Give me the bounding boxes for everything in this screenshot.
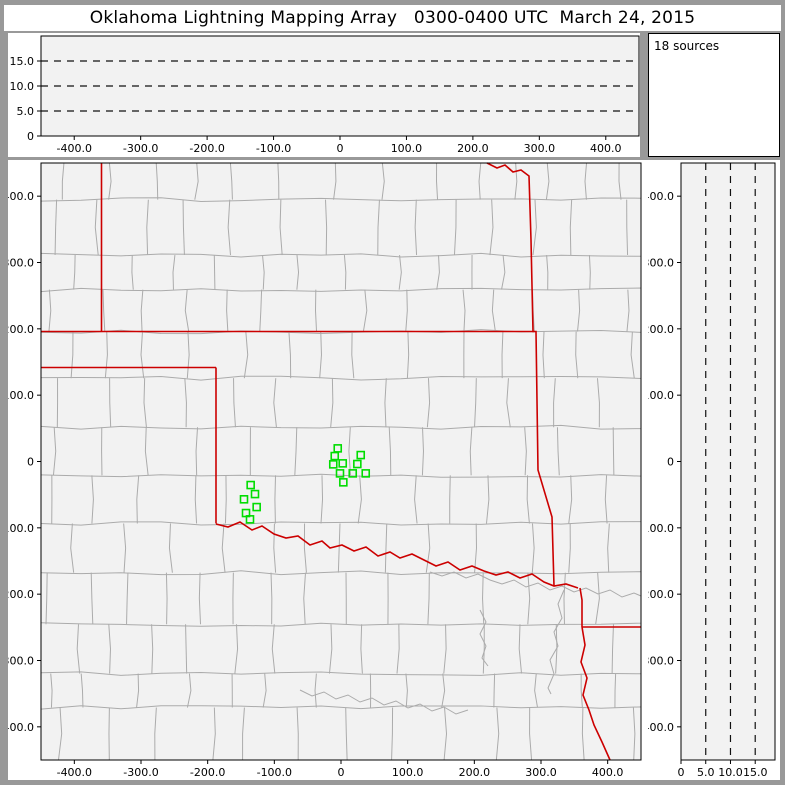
river-lines — [299, 571, 642, 715]
plan-view-map-panel: -400.0 -300.0 -200.0 -100.0 0 100.0 200.0 300.0… — [8, 160, 648, 780]
svg-text:0: 0 — [678, 766, 685, 779]
svg-text:-100.0: -100.0 — [8, 522, 34, 535]
altitude-ns-plot: 0 5.010.015.0 400.0 300.0 200.0 100.0 0 -100.0 -… — [648, 162, 776, 779]
plot-area — [681, 163, 775, 760]
lightning-source-marker — [245, 515, 255, 524]
lightning-source-marker — [328, 460, 338, 469]
svg-text:100.0: 100.0 — [391, 142, 423, 155]
svg-text:-300.0: -300.0 — [123, 766, 158, 779]
svg-text:-100.0: -100.0 — [648, 522, 674, 535]
altitude-dashed-gridlines — [41, 60, 639, 112]
svg-text:0: 0 — [338, 766, 345, 779]
lightning-source-marker — [239, 495, 249, 504]
svg-text:15.0: 15.0 — [743, 766, 768, 779]
svg-text:200.0: 200.0 — [457, 142, 489, 155]
svg-text:0: 0 — [337, 142, 344, 155]
svg-text:5.0: 5.0 — [697, 766, 715, 779]
svg-text:400.0: 400.0 — [592, 766, 624, 779]
svg-text:400.0: 400.0 — [8, 190, 34, 203]
lightning-source-marker — [356, 450, 366, 460]
svg-text:-200.0: -200.0 — [189, 142, 224, 155]
sources-count-panel: 18 sources — [648, 33, 780, 157]
page-title: Oklahoma Lightning Mapping Array 0300-04… — [89, 8, 696, 28]
sources-count-label: 18 sources — [654, 39, 720, 53]
svg-text:0: 0 — [27, 456, 34, 469]
svg-text:-300.0: -300.0 — [8, 655, 34, 668]
svg-text:300.0: 300.0 — [525, 766, 557, 779]
lightning-source-marker — [361, 469, 371, 478]
svg-text:-200.0: -200.0 — [648, 588, 674, 601]
svg-text:-300.0: -300.0 — [648, 655, 674, 668]
plot-area — [41, 163, 641, 760]
svg-text:-200.0: -200.0 — [190, 766, 225, 779]
state-borders — [41, 162, 641, 761]
svg-text:5.0: 5.0 — [17, 105, 35, 118]
svg-text:300.0: 300.0 — [648, 257, 674, 270]
svg-text:200.0: 200.0 — [8, 323, 34, 336]
axis-ticks-and-labels: 0 5.010.015.0 400.0 300.0 200.0 100.0 0 -100.0 -… — [648, 190, 767, 779]
lightning-source-marker — [348, 469, 358, 478]
svg-text:-100.0: -100.0 — [257, 766, 292, 779]
lightning-source-marker — [339, 478, 348, 487]
lightning-source-marker — [330, 451, 340, 461]
svg-text:100.0: 100.0 — [8, 389, 34, 402]
svg-text:200.0: 200.0 — [648, 323, 674, 336]
plan-view-map-plot: -400.0 -300.0 -200.0 -100.0 0 100.0 200.0 300.0… — [8, 162, 642, 779]
svg-text:0: 0 — [27, 130, 34, 143]
svg-text:400.0: 400.0 — [590, 142, 622, 155]
svg-text:-300.0: -300.0 — [123, 142, 158, 155]
altitude-ew-plot: -400.0 -300.0 -200.0 -100.0 0 100.0 200.0 300.0… — [10, 35, 640, 155]
svg-text:15.0: 15.0 — [10, 55, 35, 68]
svg-text:-400.0: -400.0 — [8, 721, 34, 734]
source-markers — [239, 444, 371, 524]
svg-text:10.0: 10.0 — [10, 80, 35, 93]
lightning-source-marker — [250, 489, 260, 499]
lightning-source-marker — [353, 459, 362, 469]
axis-ticks-and-labels: -400.0 -300.0 -200.0 -100.0 0 100.0 200.0 300.0… — [8, 190, 623, 779]
svg-text:300.0: 300.0 — [524, 142, 556, 155]
county-lines — [40, 162, 642, 761]
svg-text:100.0: 100.0 — [648, 389, 674, 402]
lightning-source-marker — [335, 469, 345, 478]
svg-text:0: 0 — [667, 456, 674, 469]
altitude-ns-panel: 0 5.010.015.0 400.0 300.0 200.0 100.0 0 -100.0 -… — [648, 160, 780, 780]
svg-text:200.0: 200.0 — [459, 766, 491, 779]
svg-text:100.0: 100.0 — [392, 766, 424, 779]
altitude-ew-panel: -400.0 -300.0 -200.0 -100.0 0 100.0 200.0 300.0… — [8, 33, 640, 157]
lightning-source-marker — [338, 459, 348, 468]
lightning-source-marker — [252, 502, 261, 512]
svg-text:-100.0: -100.0 — [256, 142, 291, 155]
axis-ticks-and-labels: -400.0 -300.0 -200.0 -100.0 0 100.0 200.0 300.0… — [10, 55, 622, 155]
svg-text:10.0: 10.0 — [718, 766, 743, 779]
title-bar: Oklahoma Lightning Mapping Array 0300-04… — [4, 5, 781, 31]
svg-text:-200.0: -200.0 — [8, 588, 34, 601]
svg-text:-400.0: -400.0 — [56, 142, 91, 155]
svg-text:300.0: 300.0 — [8, 257, 34, 270]
svg-text:-400.0: -400.0 — [648, 721, 674, 734]
svg-text:-400.0: -400.0 — [57, 766, 92, 779]
lightning-source-marker — [246, 480, 255, 490]
altitude-dashed-gridlines — [705, 163, 756, 760]
svg-text:400.0: 400.0 — [648, 190, 674, 203]
